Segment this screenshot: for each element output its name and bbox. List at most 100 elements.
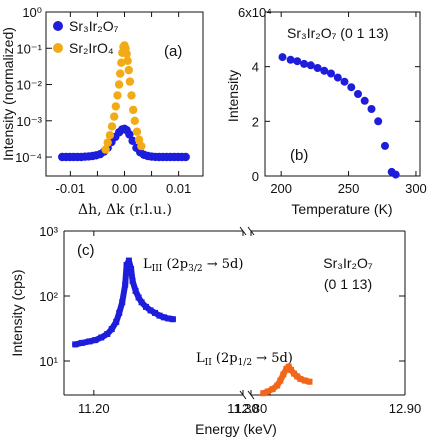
panel-b-point <box>374 117 383 126</box>
panel-c-point <box>301 377 308 384</box>
panel-a-point <box>137 141 146 151</box>
panel-c-xtick-label: 12.90 <box>389 401 422 416</box>
panel-b-point <box>391 170 400 179</box>
panel-c-xlabel: Energy (keV) <box>195 421 277 437</box>
panel-a-point <box>101 145 110 154</box>
panel-c-point <box>143 303 149 310</box>
panel-a-xtick-label: -0.01 <box>56 181 86 196</box>
panel-a-ytick-label: 10⁻² <box>16 78 42 93</box>
panel-a-ytick-label: 10⁰ <box>22 5 42 20</box>
panel-a-point <box>107 122 117 131</box>
panel-a-xtick-label: 0.01 <box>166 181 191 196</box>
panel-c-point <box>277 377 284 384</box>
panel-c-ytick-label: 10¹ <box>39 354 58 369</box>
panel-c-point <box>129 278 136 284</box>
panel-c-point <box>152 309 158 316</box>
panel-a-point <box>125 130 134 139</box>
panel-b-xlabel: Temperature (K) <box>291 201 392 217</box>
panel-a-point <box>111 102 121 111</box>
panel-c-title-line2: (0 1 13) <box>324 276 372 292</box>
panel-a-point <box>103 138 112 147</box>
panel-c-point <box>306 378 313 385</box>
panel-c-point <box>104 331 111 337</box>
panel-a-xlabel: Δh, Δk (r.l.u.) <box>78 202 172 218</box>
panel-a-ytick-label: 10⁻¹ <box>16 41 42 56</box>
panel-a-point <box>123 56 132 65</box>
panel-a: -0.01 0.00 0.01 10⁻⁴ 10⁻³ 10⁻² 10⁻¹ 10⁰ Sr₃Ir₂O… <box>0 5 204 218</box>
panel-c-point <box>291 370 298 377</box>
annotation-l2-edge: LII (2p1/2 → 5d) <box>196 351 293 368</box>
panel-c-xtick-label: 12.80 <box>235 401 268 416</box>
panel-b-label: (b) <box>290 147 308 164</box>
panel-b-xtick-label: 300 <box>405 181 427 196</box>
panel-a-point <box>130 116 139 126</box>
panel-a-point <box>129 105 138 115</box>
panel-a-point <box>122 49 131 59</box>
panel-c-point <box>78 339 85 346</box>
panel-a-ticks: -0.01 0.00 0.01 10⁻⁴ 10⁻³ 10⁻² 10⁻¹ 10⁰ <box>15 5 191 196</box>
panel-c-point <box>264 388 271 395</box>
panel-a-point <box>113 91 122 100</box>
panel-c-point <box>160 314 167 321</box>
panel-c-title-line1: Sr₃Ir₂O₇ <box>323 255 373 271</box>
panel-a-point <box>116 69 125 78</box>
panel-a-point <box>181 152 190 162</box>
panel-b-point <box>360 96 369 105</box>
panel-b-point <box>381 141 389 150</box>
panel-b-xtick-label: 250 <box>338 181 360 196</box>
panel-b-point <box>354 90 362 98</box>
panel-b-ticks: 200 250 300 0 2 4 <box>252 12 427 196</box>
panel-a-xtick-label: 0.00 <box>112 181 137 196</box>
panel-b-ytick-label: 2 <box>252 114 259 129</box>
panel-b-point <box>278 53 287 62</box>
panel-c-point <box>274 382 281 389</box>
panel-c-point <box>108 326 115 333</box>
panel-b-title: Sr₃Ir₂O₇ (0 1 13) <box>287 25 389 41</box>
panel-c-point <box>116 309 123 316</box>
panel-c-point <box>138 299 145 306</box>
panel-c-point <box>156 312 163 319</box>
panel-b-point <box>313 64 322 72</box>
legend-marker-sr2iro4 <box>53 43 63 53</box>
panel-c-point <box>72 341 79 348</box>
panel-b-point <box>367 105 376 113</box>
panel-a-point <box>132 127 142 136</box>
panel-b-point <box>306 61 315 70</box>
panel-c-xtick-label: 11.20 <box>78 401 110 416</box>
annotation-l3-edge: LIII (2p3/2 → 5d) <box>143 257 243 274</box>
panel-a-point <box>110 112 119 121</box>
panel-c-ylabel: Intensity (cps) <box>9 269 25 356</box>
panel-b-series <box>278 53 400 179</box>
panel-c-point <box>125 257 132 264</box>
panel-b-point <box>333 73 342 82</box>
panel-b-point <box>286 55 295 64</box>
legend-label-sr2iro4: Sr₂IrO₄ <box>69 40 114 56</box>
panel-c-point <box>285 363 292 370</box>
panel-a-series-sr2iro4 <box>101 41 146 154</box>
panel-c-point <box>165 315 172 322</box>
panel-a-point <box>124 65 133 75</box>
panel-c-ytick-label: 10³ <box>39 224 58 239</box>
panel-c-point <box>122 281 129 288</box>
panel-c-series-l2 <box>260 363 313 397</box>
panel-c-point <box>113 318 120 325</box>
panel-c-xtick-label: 11.30 <box>227 401 259 416</box>
panel-c-point <box>297 375 304 382</box>
panel-c-point <box>294 373 301 380</box>
panel-b-exponent-label: 6x10⁴ <box>238 5 272 20</box>
panel-b-point <box>320 66 329 75</box>
panel-a-point <box>134 135 144 144</box>
panel-a-point <box>117 58 126 67</box>
panel-c-point <box>123 262 130 268</box>
panel-b-point <box>293 57 302 66</box>
panel-a-point <box>125 77 135 86</box>
panel-c-point <box>280 371 287 378</box>
panel-c-point <box>86 338 93 345</box>
panel-c-point <box>92 337 99 344</box>
panel-b-xtick-label: 200 <box>270 181 292 196</box>
panel-c-point <box>128 266 135 272</box>
panel-c-series-l3 <box>72 257 176 348</box>
panel-c-ytick-label: 10² <box>39 289 58 304</box>
